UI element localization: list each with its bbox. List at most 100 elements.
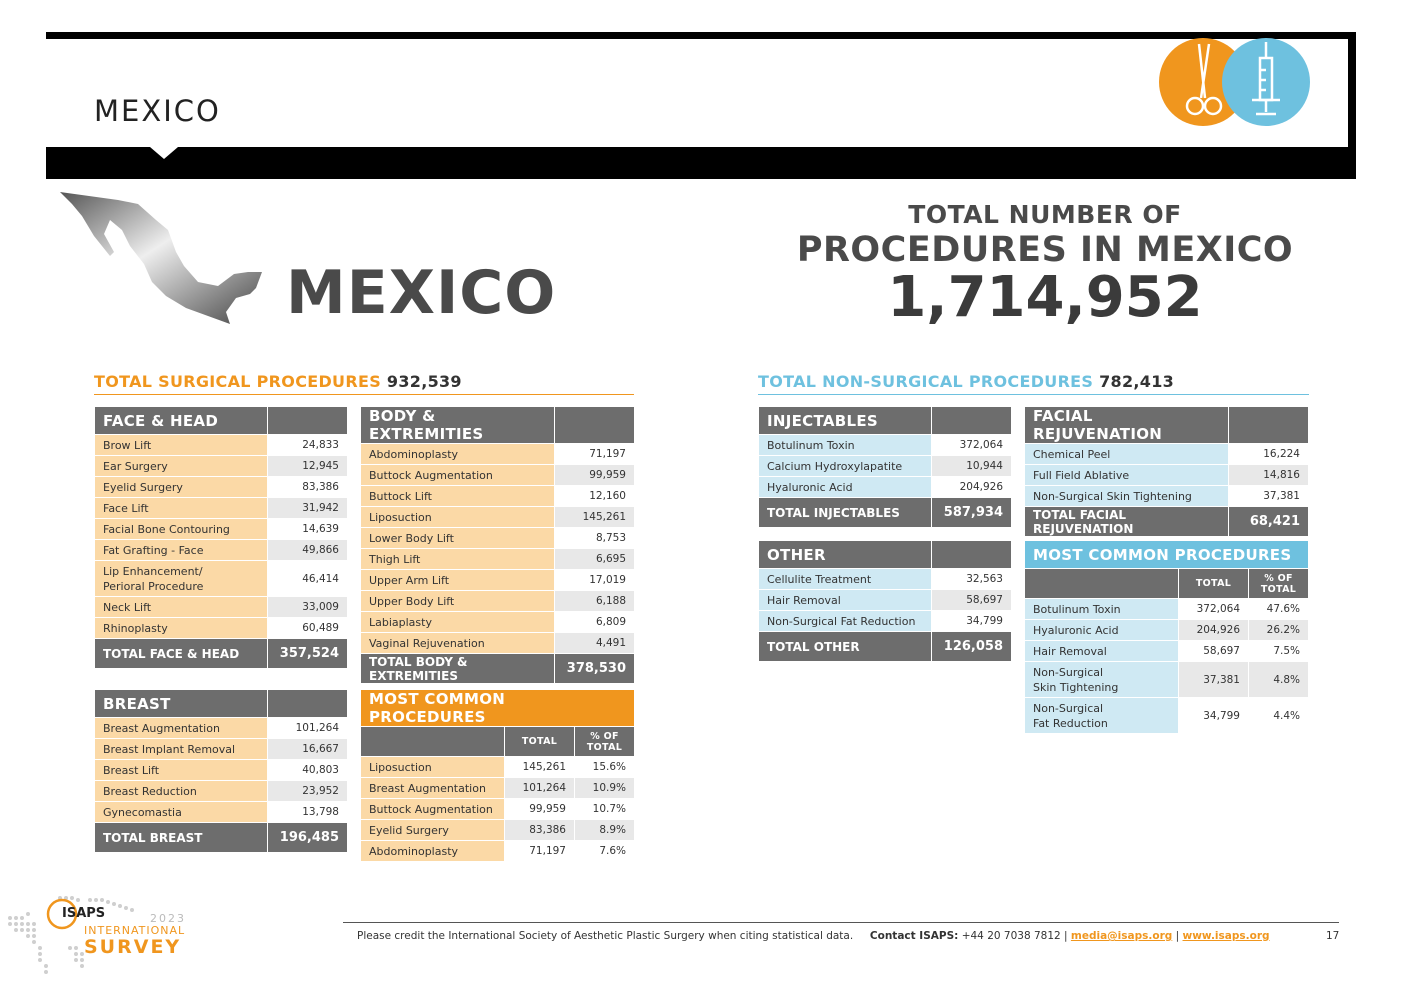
table-header-blank (267, 406, 348, 435)
table-header: FACE & HEAD (94, 406, 348, 435)
row-value: 71,197 (504, 840, 575, 862)
row-label-text: Breast Augmentation (369, 781, 486, 795)
nonsurgical-section-title: TOTAL NON-SURGICAL PROCEDURES 782,413 (758, 372, 1309, 395)
row-label: Calcium Hydroxylapatite (758, 455, 932, 477)
row-label: Rhinoplasty (94, 617, 268, 639)
row-label-text: Breast Implant Removal (103, 742, 236, 756)
row-label-text: Liposuction (369, 760, 432, 774)
total-value: 196,485 (267, 822, 348, 853)
row-label-text: Upper Body Lift (369, 594, 455, 608)
table-header-blank (931, 540, 1012, 569)
row-label: Breast Augmentation (360, 777, 505, 799)
footer: Please credit the International Society … (357, 930, 1270, 942)
table-title: INJECTABLES (758, 406, 932, 435)
total-heading-line2: PROCEDURES IN MEXICO (796, 230, 1294, 270)
table-row: Upper Arm Lift 17,019 (360, 569, 635, 591)
row-label-text: Calcium Hydroxylapatite (767, 459, 903, 473)
table-row: Full Field Ablative 14,816 (1024, 464, 1309, 486)
row-label: Fat Grafting - Face (94, 539, 268, 561)
footer-web-link[interactable]: www.isaps.org (1182, 930, 1270, 942)
row-label-text-line2: Skin Tightening (1033, 680, 1119, 694)
logo-line2: SURVEY (84, 936, 182, 958)
table-row: Breast Implant Removal 16,667 (94, 738, 348, 760)
row-label: Lip Enhancement/Perioral Procedure (94, 560, 268, 597)
most-common-nonsurgical-table: MOST COMMON PROCEDURES TOTAL% OF TOTAL Botu… (1024, 540, 1309, 734)
row-label-text: Upper Arm Lift (369, 573, 450, 587)
row-label: Non-Surgical Fat Reduction (1024, 697, 1179, 734)
logo-year: 2023 (150, 912, 186, 925)
table-row: Hyaluronic Acid 204,926 (758, 476, 1012, 498)
row-label: Non-Surgical Skin Tightening (1024, 661, 1179, 698)
table-row: Labiaplasty 6,809 (360, 611, 635, 633)
footer-email-link[interactable]: media@isaps.org (1070, 930, 1173, 942)
row-value: 372,064 (931, 434, 1012, 456)
row-value: 83,386 (504, 819, 575, 841)
table-header-blank (1228, 406, 1309, 444)
row-label: Eyelid Surgery (94, 476, 268, 498)
table-total-row: TOTAL OTHER 126,058 (758, 631, 1012, 662)
row-value: 14,639 (267, 518, 348, 540)
table-row: Gynecomastia 13,798 (94, 801, 348, 823)
surgical-section-title: TOTAL SURGICAL PROCEDURES 932,539 (94, 372, 634, 395)
table-header: BODY & EXTREMITIES (360, 406, 635, 444)
table-total-row: TOTAL BREAST 196,485 (94, 822, 348, 853)
row-label-text: Breast Reduction (103, 784, 197, 798)
injectables-table: INJECTABLES Botulinum Toxin 372,064 Calcium… (758, 406, 1012, 528)
col-total-header: TOTAL (1178, 568, 1249, 599)
row-value: 58,697 (1178, 640, 1249, 662)
table-title: OTHER (758, 540, 932, 569)
table-row: Neck Lift 33,009 (94, 596, 348, 618)
other-table: OTHER Cellulite Treatment 32,563 Hair Remov… (758, 540, 1012, 662)
nonsurgical-value: 782,413 (1099, 372, 1175, 391)
row-value: 4,491 (554, 632, 635, 654)
country-name: MEXICO (286, 258, 557, 328)
face-head-table: FACE & HEAD Brow Lift 24,833 Ear Surgery 12,… (94, 406, 348, 669)
row-label: Liposuction (360, 506, 555, 528)
col-pct-header: % OF TOTAL (574, 726, 635, 757)
row-label: Face Lift (94, 497, 268, 519)
row-value: 16,667 (267, 738, 348, 760)
table-row: Ear Surgery 12,945 (94, 455, 348, 477)
row-label: Breast Implant Removal (94, 738, 268, 760)
row-value: 6,809 (554, 611, 635, 633)
row-percent: 10.7% (574, 798, 635, 820)
most-common-surgical-table: MOST COMMON PROCEDURES TOTAL% OF TOTAL Lipo… (360, 689, 635, 862)
row-value: 46,414 (267, 560, 348, 597)
row-label-text: Buttock Augmentation (369, 802, 493, 816)
row-label-text: Labiaplasty (369, 615, 432, 629)
row-percent: 4.8% (1248, 661, 1309, 698)
row-label: Labiaplasty (360, 611, 555, 633)
row-label-text: Cellulite Treatment (767, 572, 872, 586)
row-label-text: Lower Body Lift (369, 531, 454, 545)
row-label: Gynecomastia (94, 801, 268, 823)
row-value: 37,381 (1178, 661, 1249, 698)
table-subheader: TOTAL% OF TOTAL (360, 726, 635, 757)
table-row: Non-Surgical Skin Tightening 37,381 (1024, 485, 1309, 507)
table-row: Hair Removal 58,697 (758, 589, 1012, 611)
row-label-text: Ear Surgery (103, 459, 168, 473)
row-label-text: Buttock Lift (369, 489, 432, 503)
syringe-icon (1222, 38, 1310, 126)
row-label-text: Vaginal Rejuvenation (369, 636, 485, 650)
row-label-text: Brow Lift (103, 438, 152, 452)
table-row: Eyelid Surgery 83,386 (94, 476, 348, 498)
row-label: Non-Surgical Skin Tightening (1024, 485, 1229, 507)
row-label-text: Gynecomastia (103, 805, 182, 819)
table-row: Breast Augmentation 101,264 10.9% (360, 777, 635, 799)
subheader-blank (1024, 568, 1179, 599)
row-label-text: Chemical Peel (1033, 447, 1111, 461)
table-row: Vaginal Rejuvenation 4,491 (360, 632, 635, 654)
row-label: Full Field Ablative (1024, 464, 1229, 486)
row-label: Upper Arm Lift (360, 569, 555, 591)
table-row: Lower Body Lift 8,753 (360, 527, 635, 549)
table-row: Thigh Lift 6,695 (360, 548, 635, 570)
row-percent: 47.6% (1248, 598, 1309, 620)
row-label-text: Non-Surgical Skin Tightening (1033, 489, 1192, 503)
table-row: Facial Bone Contouring 14,639 (94, 518, 348, 540)
total-value: 587,934 (931, 497, 1012, 528)
row-label: Vaginal Rejuvenation (360, 632, 555, 654)
row-label: Thigh Lift (360, 548, 555, 570)
total-value: 68,421 (1228, 506, 1309, 537)
table-row: Breast Augmentation 101,264 (94, 717, 348, 739)
table-row: Abdominoplasty 71,197 7.6% (360, 840, 635, 862)
